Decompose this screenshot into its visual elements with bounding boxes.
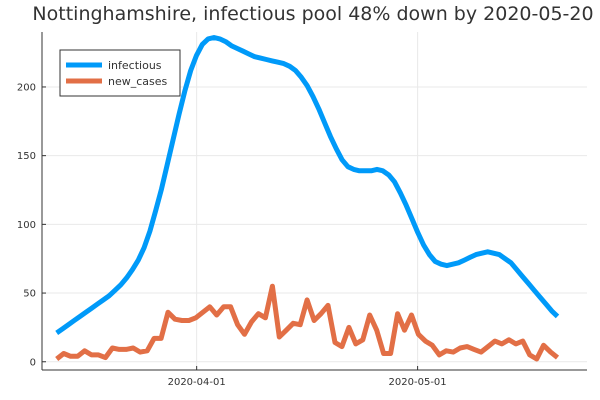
series-lines [55,35,560,362]
y-tick-label: 50 [23,289,36,300]
chart-title: Nottinghamshire, infectious pool 48% dow… [32,3,593,25]
y-tick-label: 150 [17,151,36,162]
grid-lines [42,32,587,370]
legend-label-infectious: infectious [108,59,162,72]
legend-box [59,49,181,97]
x-axis-ticks: 2020-04-01 2020-05-01 [168,377,447,388]
axes [41,32,587,371]
legend: infectious new_cases [59,49,181,97]
x-tick-label: 2020-04-01 [168,377,226,388]
series-line-infectious [55,35,560,335]
y-tick-label: 200 [17,82,36,93]
x-tick-label: 2020-05-01 [389,377,447,388]
y-axis-ticks: 0 50 100 150 200 [17,82,36,368]
series-line-new-cases [55,283,560,362]
legend-label-new-cases: new_cases [108,75,168,88]
y-tick-label: 0 [30,357,36,368]
y-tick-label: 100 [17,220,36,231]
